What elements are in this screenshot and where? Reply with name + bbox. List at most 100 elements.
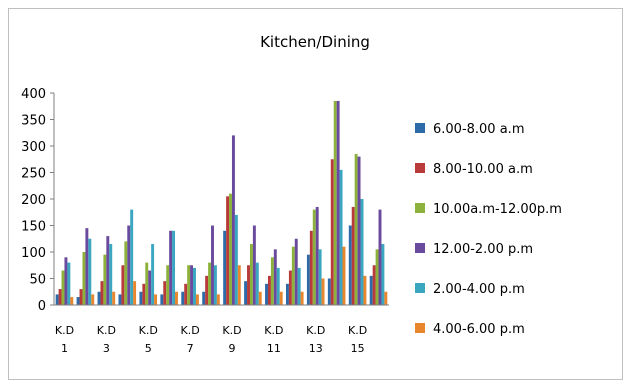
bar [294,238,298,305]
y-tick-label: 400 [21,87,46,102]
bar [58,289,62,305]
y-tick-label: 100 [21,246,46,261]
bar [154,294,158,305]
bar [273,249,277,305]
bar [384,291,388,305]
bar [142,283,146,305]
bar [369,275,373,305]
x-tick-label-number: 9 [228,342,235,355]
bar [184,283,188,305]
bar [330,159,334,305]
bar [151,244,155,305]
bar [312,209,316,305]
bar [229,193,232,305]
bar [354,153,358,305]
bar [61,270,65,305]
bar [202,291,206,305]
chart-svg: Kitchen/Dining 050100150200250300350400 … [21,33,562,355]
x-tick-label: K.D [348,324,367,337]
legend-swatch [415,123,425,133]
bar [112,291,116,305]
bar [88,238,92,305]
bar [213,265,217,305]
bar [306,254,310,305]
x-tick-label-number: 3 [103,342,110,355]
legend-label: 2.00-4.00 p.m [433,282,525,297]
y-tick-label: 0 [38,299,46,314]
bar [276,267,280,305]
bar [127,225,131,305]
bar [348,225,352,305]
bar [109,244,113,305]
legend-label: 6.00-8.00 a.m [433,122,524,137]
bar [145,262,149,305]
bar [288,270,292,305]
bar [64,257,68,305]
bar [103,254,107,305]
legend-label: 10.00a.m-12.00p.m [433,202,562,217]
bar [318,249,322,305]
bar [91,294,95,305]
bar [360,199,364,305]
bars [55,100,388,305]
bar [231,135,235,305]
x-tick-label: K.D [222,324,241,337]
legend-swatch [415,283,425,293]
legend-swatch [415,323,425,333]
x-axis: K.D 1 K.D 3 K.D 5 K.D 7 K.D 9 K.D 11 K.D 13 K.D 15 [54,304,389,355]
x-tick-label: K.D [306,324,325,337]
x-tick-label-number: 5 [145,342,152,355]
legend-label: 8.00-10.00 a.m [433,162,533,177]
x-tick-label-number: 1 [61,342,68,355]
bar [118,294,122,305]
bar [309,230,313,305]
legend-swatch [415,203,425,213]
y-axis: 0 50 100 150 200 250 300 350 400 [21,87,55,314]
bar [205,275,209,305]
chart-title: Kitchen/Dining [260,33,370,51]
bar [279,291,283,305]
bar [79,289,83,305]
bar [378,209,382,305]
bar [97,291,101,305]
y-tick-label: 200 [21,193,46,208]
bar [193,267,196,305]
chart-frame: Kitchen/Dining 0 50 100 150 200 250 300 350 400 … [8,8,623,380]
bar [252,225,256,305]
bar [76,297,80,305]
bar [265,283,268,305]
bar [381,244,385,305]
bar [55,294,59,305]
y-tick-label: 250 [21,167,46,182]
legend-label: 4.00-6.00 p.m [433,322,525,337]
x-tick-label-number: 15 [351,342,365,355]
bar [267,275,271,305]
bar [244,281,248,305]
bar [121,265,125,305]
bar [234,214,238,305]
bar [130,209,134,305]
x-tick-label-number: 11 [267,342,281,355]
bar [327,278,331,305]
bar [237,265,241,305]
bar [321,278,325,305]
bar [160,294,164,305]
x-tick-label-number: 13 [309,342,323,355]
bar [187,265,191,305]
bar [82,252,86,305]
bar [363,275,367,305]
x-tick-label: K.D [97,324,116,337]
bar [67,262,71,305]
bar [226,196,230,305]
bar [139,291,143,305]
bar [300,291,304,305]
bar [216,294,220,305]
legend-label: 12.00-2.00 p.m [433,242,533,257]
x-tick-label: K.D [264,324,283,337]
x-tick-label: K.D [139,324,158,337]
bar [211,225,214,305]
bar [270,257,274,305]
y-tick-label: 300 [21,140,46,155]
x-tick-label: K.D [180,324,199,337]
bar [342,246,346,305]
